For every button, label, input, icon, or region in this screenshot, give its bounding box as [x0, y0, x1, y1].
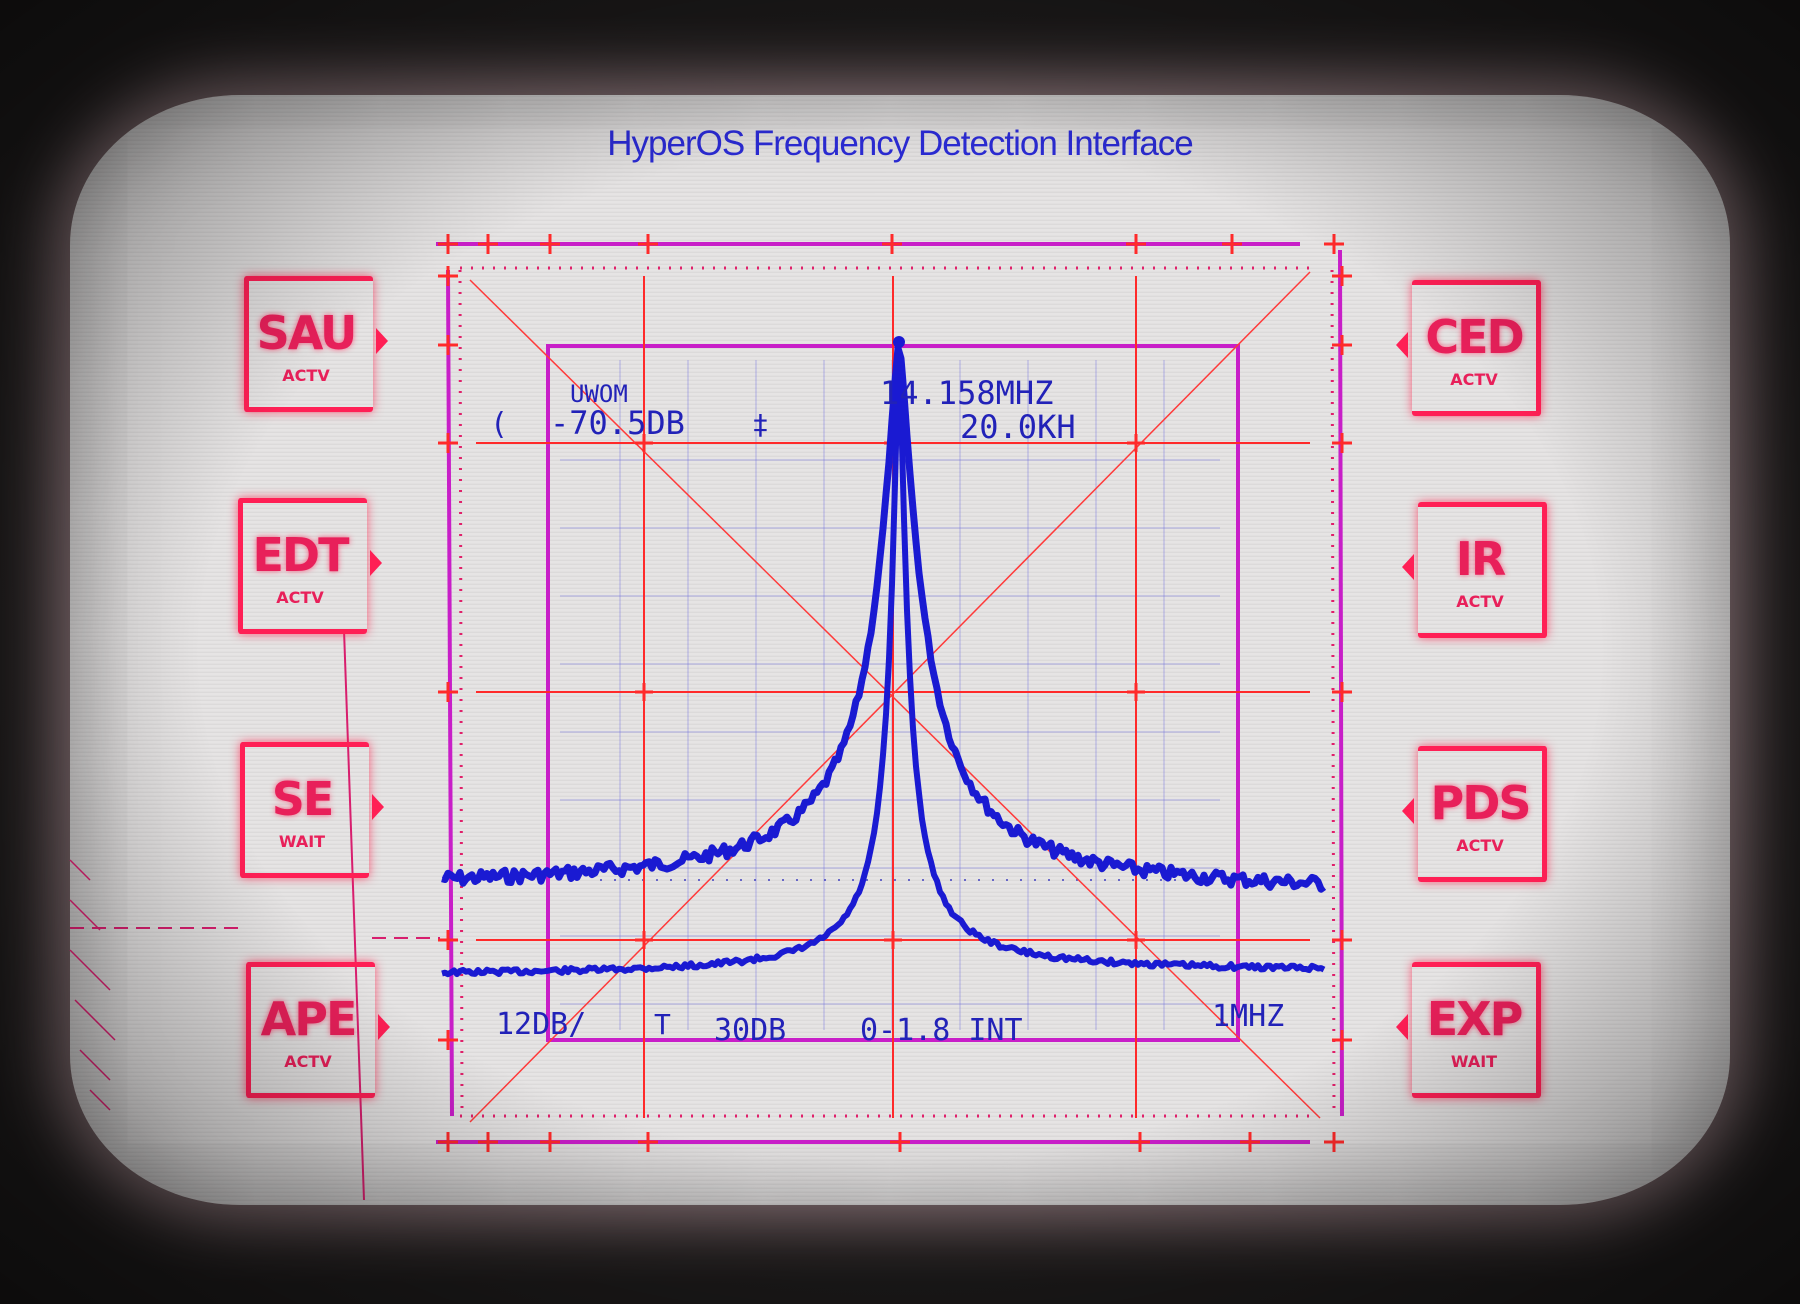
scale-readout: 12DB/ [496, 1007, 586, 1042]
peak-marker [893, 336, 905, 348]
attenuation-marker: T [654, 1008, 671, 1041]
button-label: APE [260, 992, 358, 1046]
center-frequency-readout: 14.158MHZ [880, 374, 1053, 412]
button-status: ACTV [284, 1052, 332, 1071]
ced-button[interactable]: CED ACTV [1396, 280, 1541, 416]
range-readout: 0-1.8 INT [860, 1013, 1023, 1048]
button-status: ACTV [282, 366, 330, 385]
hatch-marks [69, 859, 116, 1111]
se-button[interactable]: SE WAIT [240, 742, 384, 878]
sau-button[interactable]: SAU ACTV [244, 276, 388, 412]
button-status: ACTV [1450, 370, 1498, 389]
button-label: EDT [252, 528, 350, 582]
arrow-left-icon [1396, 332, 1408, 358]
button-label: SE [271, 772, 335, 826]
button-status: WAIT [278, 832, 326, 851]
level-bracket: ( [490, 407, 508, 442]
button-status: ACTV [276, 588, 324, 607]
button-status: ACTV [1456, 592, 1504, 611]
side-indicator-lines [70, 629, 440, 1201]
button-label: IR [1455, 532, 1507, 586]
attenuation-readout: 30DB [714, 1013, 786, 1048]
arrow-left-icon [1402, 554, 1414, 580]
exp-button[interactable]: EXP WAIT [1396, 962, 1541, 1098]
button-label: EXP [1426, 992, 1524, 1046]
level-readout: -70.5DB [550, 404, 685, 442]
arrow-right-icon [370, 550, 382, 576]
arrow-left-icon [1396, 1014, 1408, 1040]
button-label: SAU [256, 306, 358, 360]
button-label: CED [1425, 310, 1524, 364]
bandwidth-readout: 1MHZ [1212, 999, 1284, 1034]
ape-button[interactable]: APE ACTV [246, 962, 390, 1098]
pds-button[interactable]: PDS ACTV [1402, 746, 1547, 882]
arrow-left-icon [1402, 798, 1414, 824]
span-readout: 20.0KH [960, 408, 1076, 446]
button-status: WAIT [1450, 1052, 1498, 1071]
marker-symbol: ‡ [752, 408, 769, 441]
arrow-right-icon [378, 1014, 390, 1040]
ir-button[interactable]: IR ACTV [1402, 502, 1547, 638]
button-status: ACTV [1456, 836, 1504, 855]
arrow-right-icon [376, 328, 388, 354]
edt-button[interactable]: EDT ACTV [238, 498, 382, 634]
arrow-right-icon [372, 794, 384, 820]
button-label: PDS [1430, 776, 1531, 830]
